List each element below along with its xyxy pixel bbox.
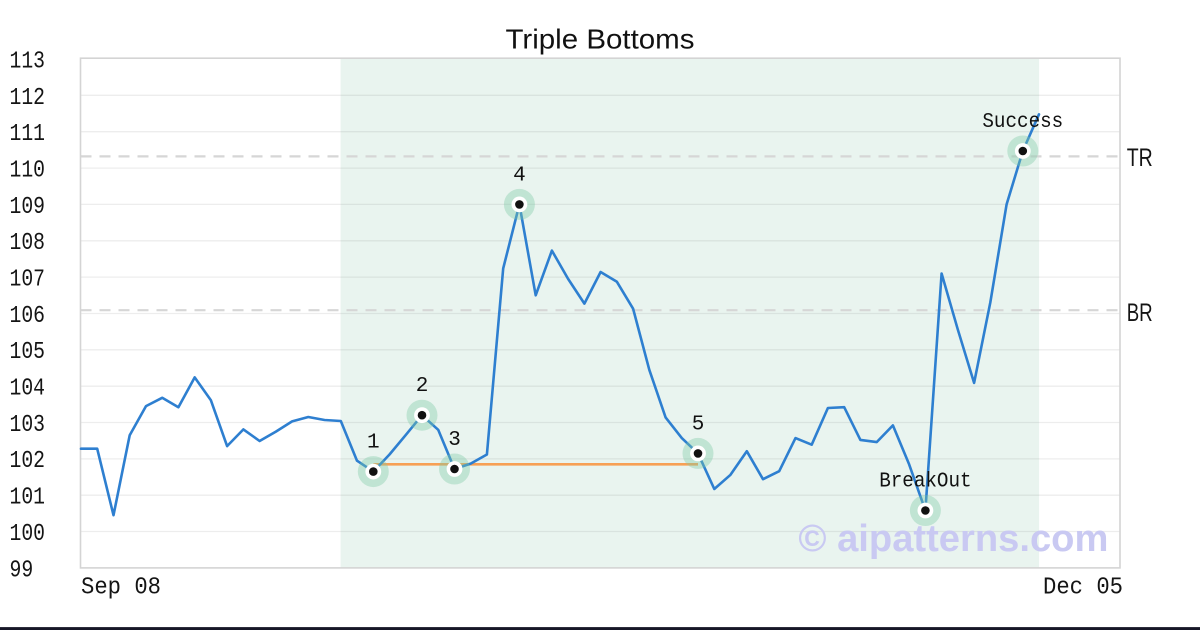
svg-text:3: 3 (448, 429, 461, 452)
svg-text:111: 111 (10, 121, 46, 148)
svg-text:101: 101 (10, 485, 46, 512)
svg-text:Dec 05: Dec 05 (1043, 575, 1123, 602)
svg-text:BreakOut: BreakOut (879, 471, 971, 494)
svg-text:102: 102 (10, 448, 46, 475)
svg-text:© aipatterns.com: © aipatterns.com (798, 518, 1108, 560)
svg-text:Sep 08: Sep 08 (81, 575, 161, 602)
svg-text:TR: TR (1127, 144, 1153, 172)
svg-text:103: 103 (10, 412, 46, 439)
svg-text:Success: Success (982, 111, 1063, 134)
svg-text:2: 2 (416, 375, 429, 398)
svg-text:100: 100 (10, 521, 46, 548)
svg-text:110: 110 (10, 158, 46, 185)
svg-text:105: 105 (10, 339, 46, 366)
svg-text:112: 112 (10, 85, 46, 112)
svg-text:99: 99 (10, 557, 34, 584)
svg-text:5: 5 (692, 413, 705, 436)
svg-text:1: 1 (367, 432, 380, 455)
svg-text:113: 113 (10, 48, 46, 75)
svg-text:BR: BR (1127, 299, 1153, 327)
svg-text:108: 108 (10, 230, 46, 257)
svg-text:104: 104 (10, 376, 46, 403)
svg-text:109: 109 (10, 194, 46, 221)
svg-text:107: 107 (10, 267, 46, 294)
svg-text:4: 4 (513, 164, 526, 187)
svg-text:106: 106 (10, 303, 46, 330)
svg-text:Triple Bottoms: Triple Bottoms (506, 24, 695, 55)
